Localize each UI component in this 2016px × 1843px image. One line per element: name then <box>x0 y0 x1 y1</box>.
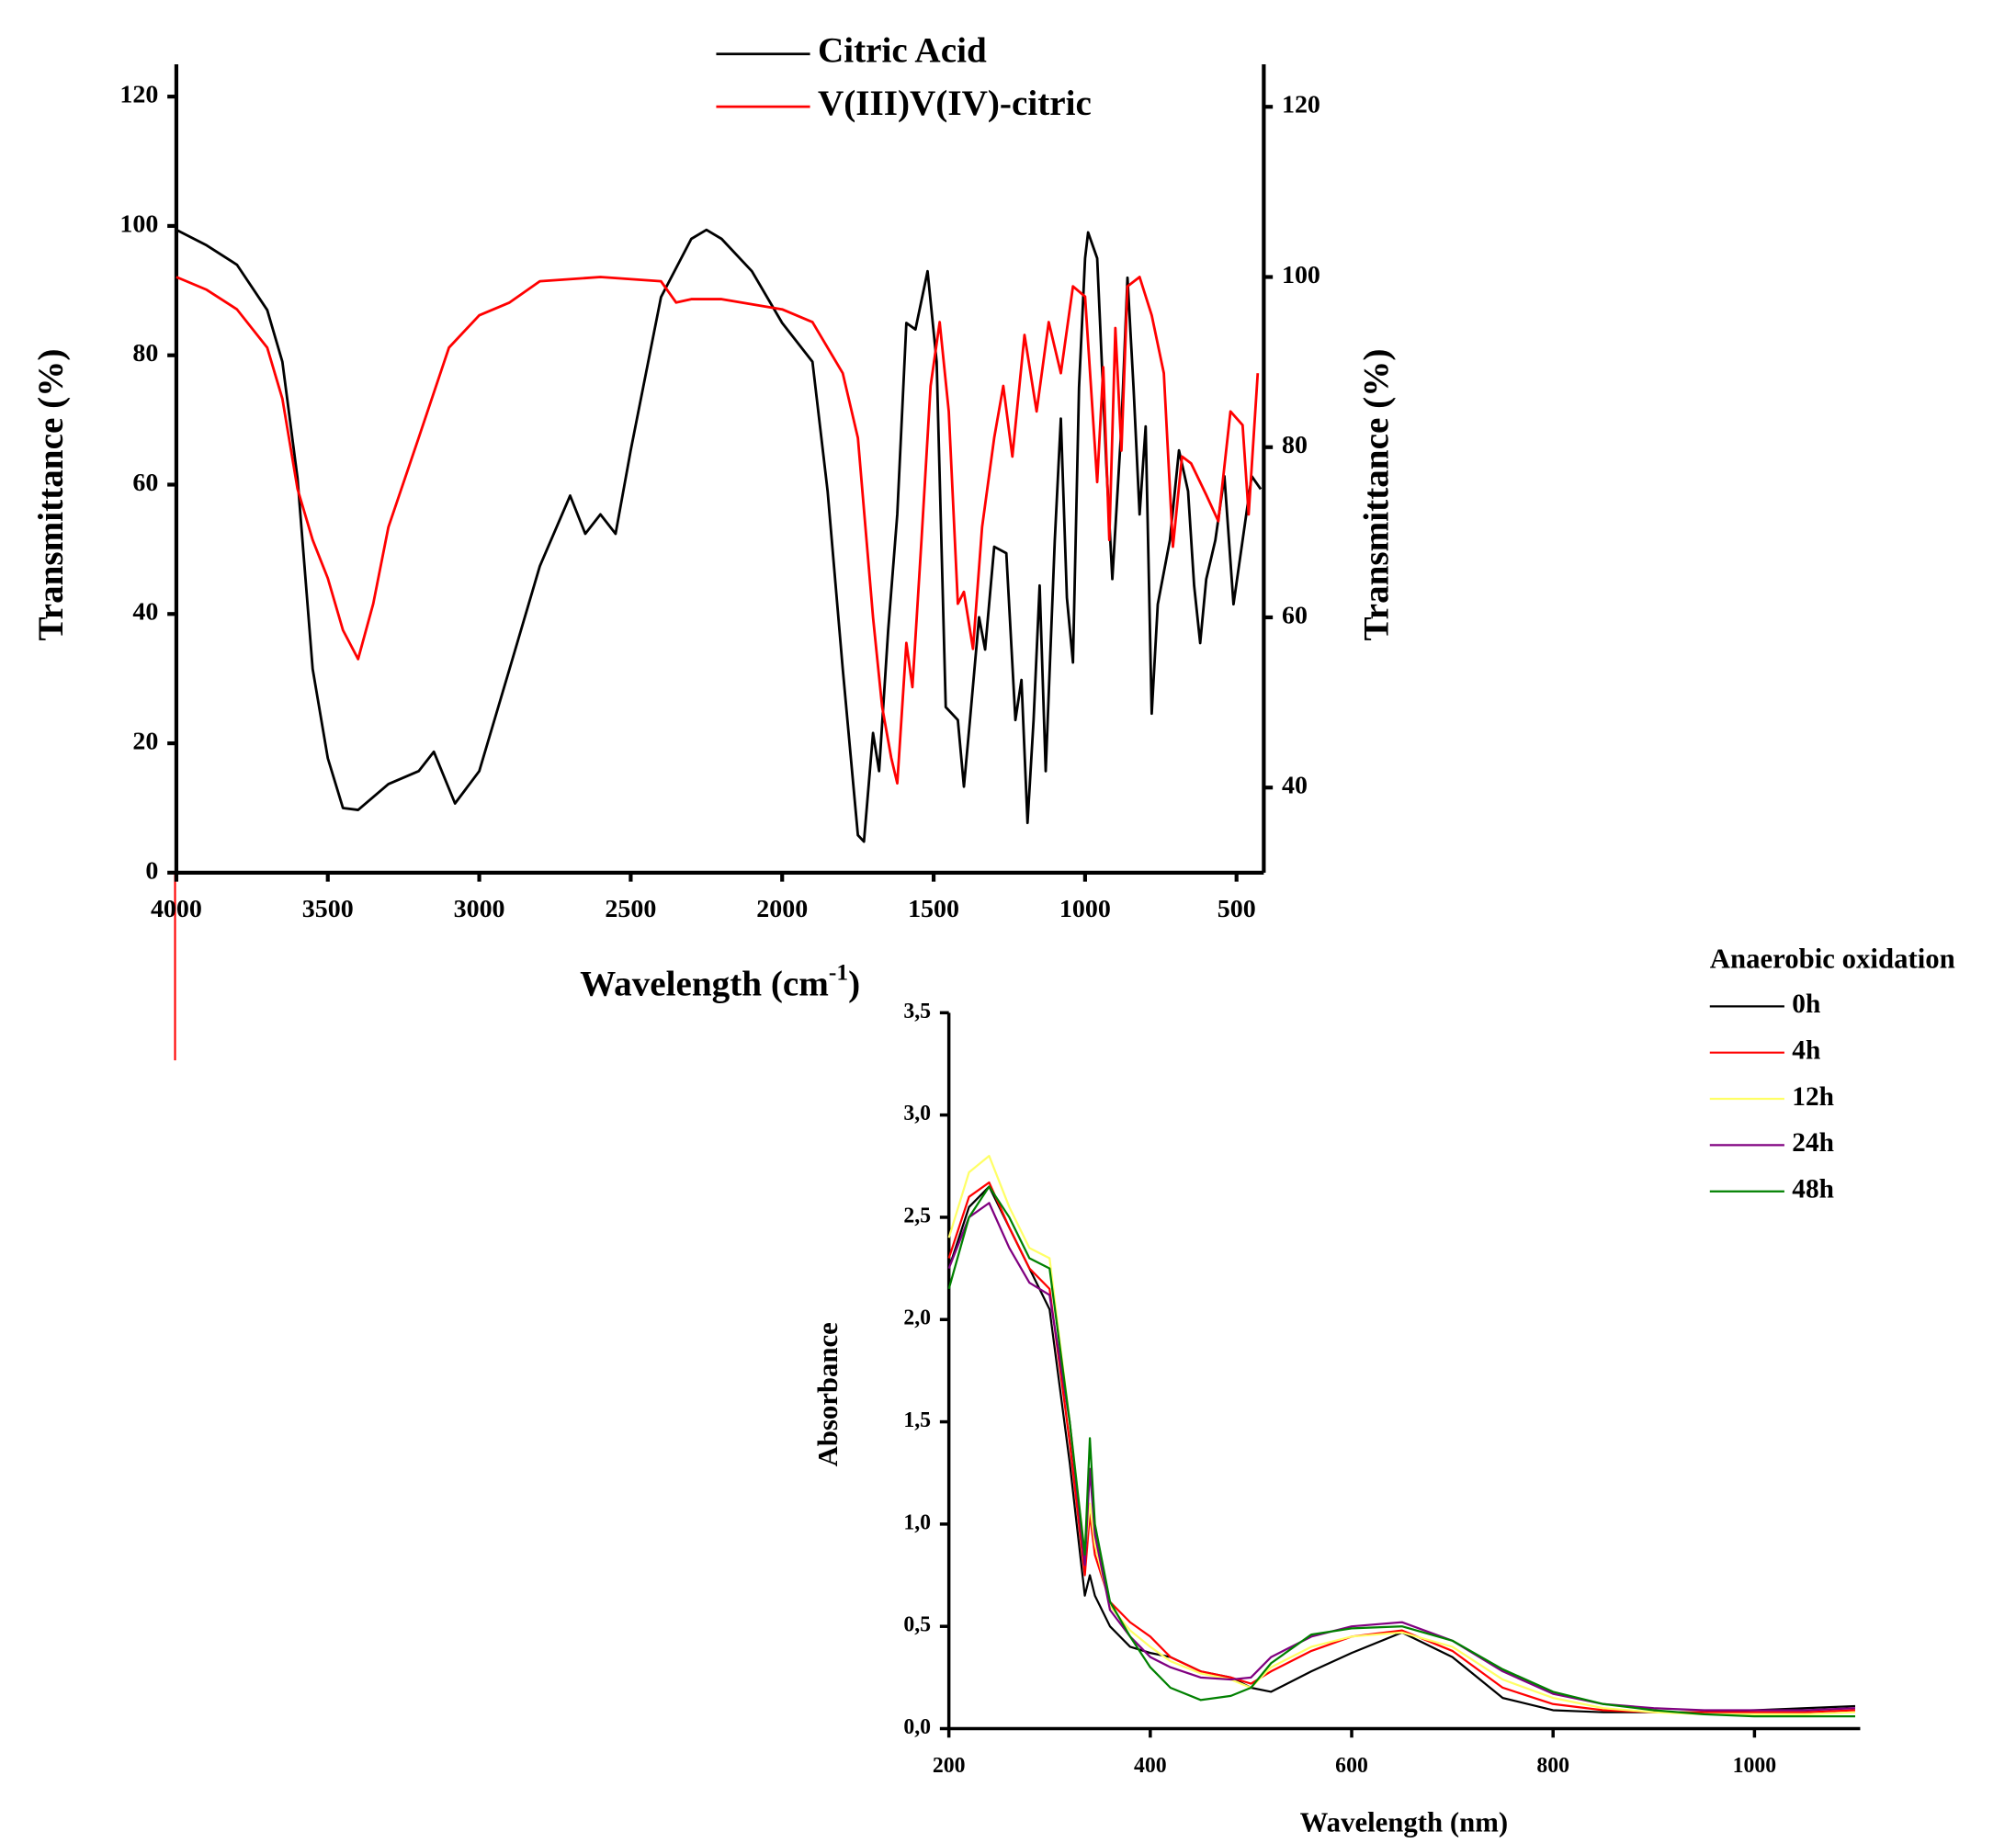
y-tick-label: 2,5 <box>903 1204 931 1227</box>
x-tick-label: 800 <box>1536 1754 1569 1778</box>
x-axis-label-sup: -1 <box>829 958 848 985</box>
x-tick-label: 3000 <box>454 895 505 923</box>
y-tick-label: 0 <box>145 856 158 885</box>
y2-tick-label: 100 <box>1282 261 1320 289</box>
y-tick-label: 0,0 <box>903 1715 931 1739</box>
x-tick-label: 1000 <box>1059 895 1111 923</box>
x-axis-label: Wavelength (cm-1) <box>580 958 860 1003</box>
series-line <box>176 228 1263 843</box>
y-tick-label: 100 <box>119 209 158 238</box>
x-tick-label: 1000 <box>1733 1754 1777 1778</box>
legend-label: V(III)V(IV)-citric <box>818 84 1092 123</box>
x-tick-label: 4000 <box>151 895 202 923</box>
x-tick-label: 600 <box>1335 1754 1368 1778</box>
x-tick-label: 200 <box>933 1754 966 1778</box>
y-tick-label: 3,5 <box>903 1000 931 1023</box>
series-line <box>176 276 1260 785</box>
y-tick-label: 80 <box>132 339 158 367</box>
x-axis-label-suffix: ) <box>848 964 860 1003</box>
legend-label: 4h <box>1792 1035 1820 1065</box>
y-tick-label: 1,0 <box>903 1510 931 1534</box>
x-tick-label: 3500 <box>302 895 354 923</box>
y2-axis-label: Transmittance (%) <box>1356 349 1396 641</box>
series-line <box>947 1185 1855 1718</box>
x-tick-label: 500 <box>1218 895 1256 923</box>
x-tick-label: 2500 <box>605 895 656 923</box>
legend-label: Citric Acid <box>818 31 987 71</box>
series-line <box>947 1155 1856 1716</box>
y-tick-label: 20 <box>132 727 158 755</box>
x-axis-label-text: Wavelength (cm <box>580 964 829 1003</box>
legend-label: 12h <box>1792 1082 1834 1112</box>
legend-title: Anaerobic oxidation <box>1710 943 1955 974</box>
y-axis-label: Absorbance <box>812 1322 844 1466</box>
legend-label: 48h <box>1792 1175 1834 1204</box>
y-tick-label: 2,0 <box>903 1306 931 1330</box>
y-tick-label: 40 <box>132 598 158 627</box>
y-tick-label: 60 <box>132 469 158 497</box>
y2-tick-label: 120 <box>1282 91 1320 119</box>
y-axis-label: Transmittance (%) <box>31 349 71 641</box>
legend-label: 0h <box>1792 989 1820 1019</box>
y-tick-label: 1,5 <box>903 1408 931 1432</box>
x-tick-label: 2000 <box>756 895 808 923</box>
x-tick-label: 400 <box>1134 1754 1167 1778</box>
x-axis-label: Wavelength (nm) <box>1300 1806 1508 1837</box>
series-line <box>947 1181 1856 1713</box>
legend-label: 24h <box>1792 1128 1834 1158</box>
series-line <box>947 1202 1856 1712</box>
y2-tick-label: 80 <box>1282 431 1308 459</box>
x-tick-label: 1500 <box>908 895 959 923</box>
y2-tick-label: 60 <box>1282 601 1308 629</box>
y-tick-label: 120 <box>119 81 158 109</box>
y-tick-label: 0,5 <box>903 1613 931 1637</box>
y2-tick-label: 40 <box>1282 772 1308 800</box>
y-tick-label: 3,0 <box>903 1102 931 1125</box>
